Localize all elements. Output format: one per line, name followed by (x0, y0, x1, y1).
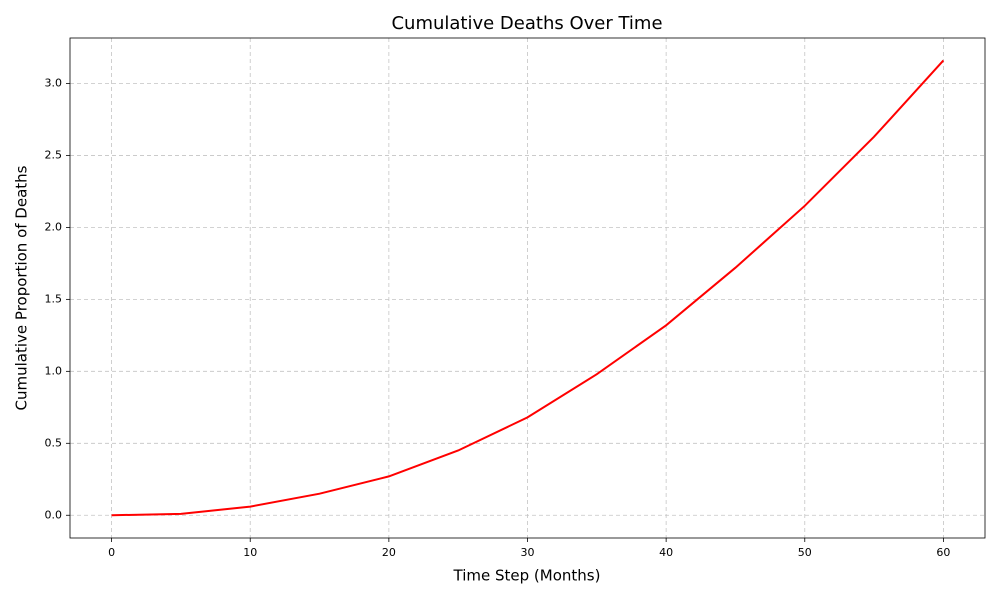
x-tick-label: 10 (243, 546, 257, 559)
y-axis-label: Cumulative Proportion of Deaths (13, 165, 31, 410)
x-tick-label: 40 (659, 546, 673, 559)
y-tick-label: 3.0 (45, 76, 63, 89)
y-tick-label: 2.5 (45, 148, 63, 161)
x-tick-label: 0 (108, 546, 115, 559)
y-tick-label: 2.0 (45, 220, 63, 233)
chart-title: Cumulative Deaths Over Time (391, 13, 662, 34)
x-tick-label: 60 (936, 546, 950, 559)
x-axis-label: Time Step (Months) (453, 567, 601, 585)
data-line (111, 59, 945, 517)
y-tick-label: 0.5 (45, 436, 63, 449)
x-tick-label: 20 (382, 546, 396, 559)
x-tick-label: 50 (798, 546, 812, 559)
plot-frame (69, 37, 986, 539)
x-tick-label: 30 (521, 546, 535, 559)
y-tick-label: 1.0 (45, 364, 63, 377)
y-tick-label: 0.0 (45, 508, 63, 521)
y-tick-label: 1.5 (45, 292, 63, 305)
